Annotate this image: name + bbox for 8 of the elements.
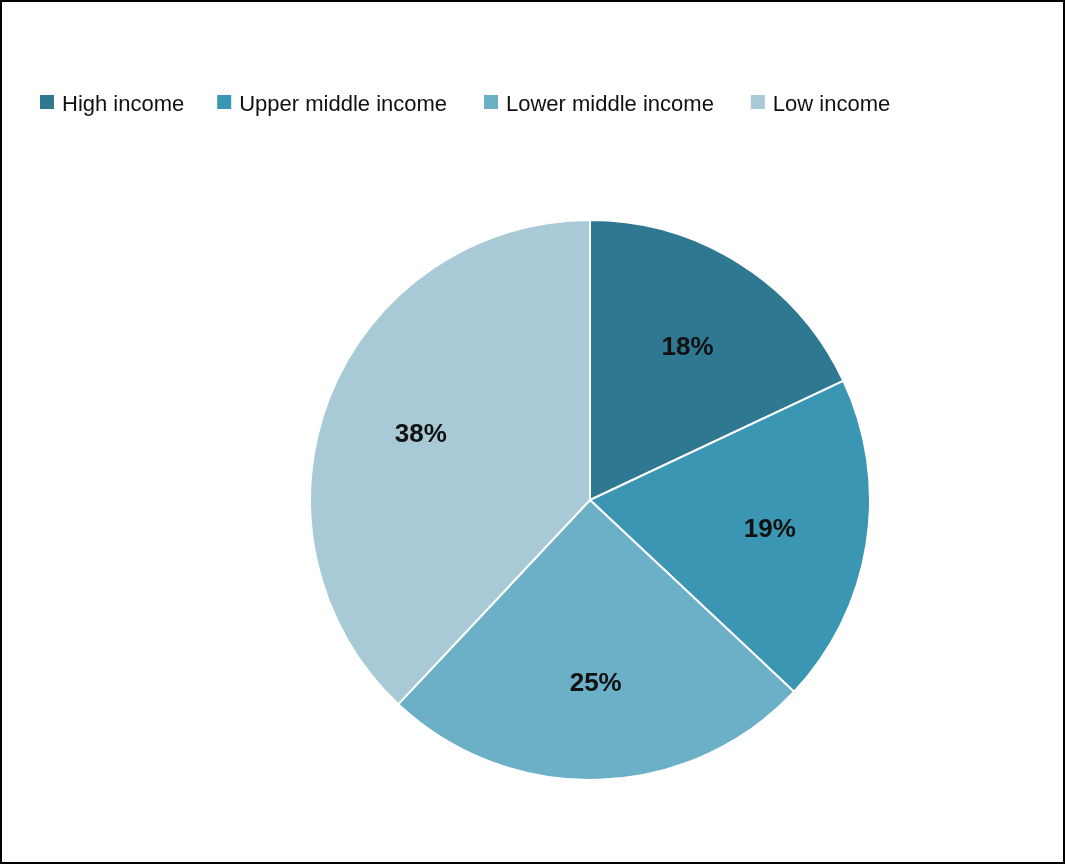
legend-label: High income [62,90,185,116]
data-label: 38% [394,418,447,448]
legend-label: Lower middle income [506,90,714,116]
legend-label: Upper middle income [239,90,448,116]
legend-label: Low income [772,90,891,116]
data-label: 25% [569,666,622,697]
data-label: 19% [743,513,796,544]
data-label: 18% [661,331,714,362]
